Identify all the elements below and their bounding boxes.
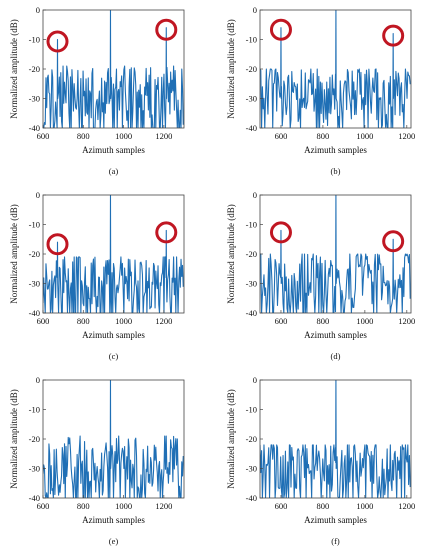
peak-highlight-circle <box>382 24 405 47</box>
x-tick-label: 1000 <box>356 501 373 511</box>
y-tick-label: -40 <box>246 493 257 503</box>
x-axis-label: Azimuth samples <box>304 515 367 525</box>
y-tick-label: -40 <box>29 123 40 133</box>
x-axis-label: Azimuth samples <box>304 330 367 340</box>
y-tick-label: -30 <box>246 279 257 289</box>
y-axis-label: Normalized amplitude (dB) <box>226 389 236 488</box>
y-tick-label: -30 <box>29 94 40 104</box>
panel-caption: (f) <box>331 536 340 546</box>
x-tick-label: 1000 <box>115 131 132 141</box>
panel-caption: (a) <box>109 166 119 176</box>
y-tick-label: -30 <box>29 279 40 289</box>
x-tick-label: 600 <box>275 316 288 326</box>
x-tick-label: 600 <box>275 501 288 511</box>
y-tick-label: 0 <box>253 375 257 385</box>
y-tick-label: -30 <box>246 464 257 474</box>
signal-series <box>43 195 184 313</box>
y-tick-label: -20 <box>246 249 257 259</box>
y-tick-label: 0 <box>253 190 257 200</box>
panel-b: 0 -10 -20 -30 -40 600 800 1000 1200 Azimuth sampl… <box>226 5 415 176</box>
peak-highlight-circle <box>46 233 69 256</box>
peak-highlight-circle <box>269 18 292 41</box>
x-tick-label: 600 <box>37 501 50 511</box>
x-tick-label: 800 <box>317 131 330 141</box>
y-tick-label: -40 <box>246 123 257 133</box>
x-axis-label: Azimuth samples <box>82 330 145 340</box>
y-tick-label: -20 <box>29 434 40 444</box>
panel-caption: (d) <box>331 351 341 361</box>
panel-f: 0 -10 -20 -30 -40 600 800 1000 1200 Azimuth sampl… <box>226 375 415 546</box>
y-tick-label: 0 <box>36 190 40 200</box>
y-tick-label: -40 <box>29 493 40 503</box>
y-axis-label: Normalized amplitude (dB) <box>226 19 236 118</box>
x-tick-label: 1200 <box>398 131 415 141</box>
y-tick-label: -40 <box>29 308 40 318</box>
x-axis-label: Azimuth samples <box>304 145 367 155</box>
y-tick-label: 0 <box>36 5 40 15</box>
x-tick-label: 800 <box>77 316 90 326</box>
panel-caption: (e) <box>109 536 119 546</box>
y-axis-label: Normalized amplitude (dB) <box>9 389 19 488</box>
y-tick-label: -40 <box>246 308 257 318</box>
x-axis-label: Azimuth samples <box>82 145 145 155</box>
y-tick-label: -20 <box>246 434 257 444</box>
peak-highlight-circle <box>46 30 69 53</box>
signal-series <box>43 380 184 498</box>
x-tick-label: 800 <box>77 131 90 141</box>
x-tick-label: 1000 <box>115 316 132 326</box>
x-tick-label: 1000 <box>356 131 373 141</box>
y-tick-label: -10 <box>246 35 257 45</box>
signal-series <box>43 10 184 128</box>
y-tick-label: 0 <box>36 375 40 385</box>
peak-highlight-circle <box>155 18 178 41</box>
x-tick-label: 1000 <box>115 501 132 511</box>
y-tick-label: -10 <box>246 405 257 415</box>
y-axis-label: Normalized amplitude (dB) <box>226 204 236 303</box>
x-axis-label: Azimuth samples <box>82 515 145 525</box>
panel-caption: (b) <box>331 166 341 176</box>
y-tick-label: -10 <box>246 220 257 230</box>
y-axis-label: Normalized amplitude (dB) <box>9 204 19 303</box>
y-axis-label: Normalized amplitude (dB) <box>9 19 19 118</box>
panel-d: 0 -10 -20 -30 -40 600 800 1000 1200 Azimuth sampl… <box>226 190 415 361</box>
x-tick-label: 600 <box>37 131 50 141</box>
x-tick-label: 1000 <box>356 316 373 326</box>
y-tick-label: -20 <box>29 64 40 74</box>
panel-caption: (c) <box>109 351 119 361</box>
y-tick-label: -10 <box>29 405 40 415</box>
x-tick-label: 600 <box>37 316 50 326</box>
y-tick-label: -20 <box>246 64 257 74</box>
y-tick-label: -30 <box>246 94 257 104</box>
signal-series <box>260 195 411 313</box>
signal-series <box>260 380 411 498</box>
peak-highlight-circle <box>155 221 178 244</box>
x-tick-label: 1200 <box>155 131 172 141</box>
y-tick-label: -10 <box>29 35 40 45</box>
x-tick-label: 1200 <box>398 316 415 326</box>
x-tick-label: 800 <box>77 501 90 511</box>
x-tick-label: 1200 <box>155 501 172 511</box>
peak-highlight-circle <box>382 230 405 253</box>
x-tick-label: 1200 <box>155 316 172 326</box>
y-tick-label: -10 <box>29 220 40 230</box>
y-tick-label: -20 <box>29 249 40 259</box>
x-tick-label: 800 <box>317 501 330 511</box>
peak-highlight-circle <box>269 221 292 244</box>
y-tick-label: -30 <box>29 464 40 474</box>
x-tick-label: 800 <box>317 316 330 326</box>
x-tick-label: 1200 <box>398 501 415 511</box>
y-tick-label: 0 <box>253 5 257 15</box>
signal-series <box>260 10 411 128</box>
x-tick-label: 600 <box>275 131 288 141</box>
